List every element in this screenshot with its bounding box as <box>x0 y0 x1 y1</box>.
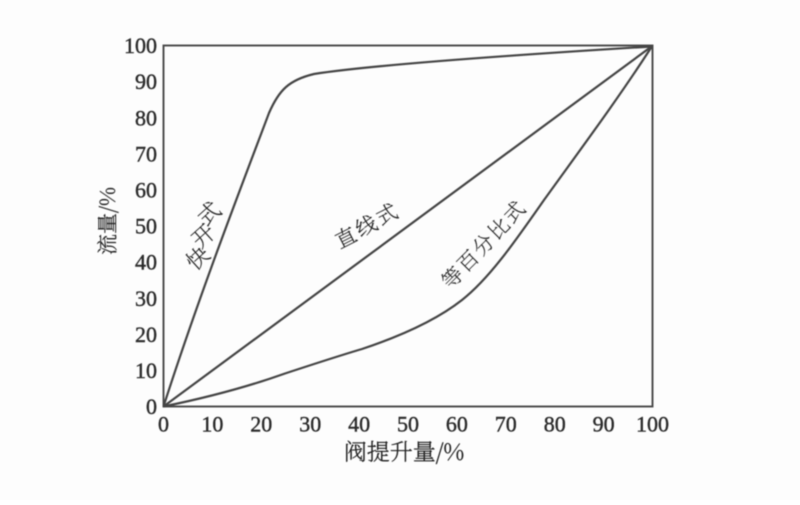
svg-text:20: 20 <box>135 322 157 347</box>
svg-text:70: 70 <box>135 141 157 166</box>
svg-text:60: 60 <box>135 178 157 203</box>
svg-text:80: 80 <box>135 105 157 130</box>
svg-text:0: 0 <box>158 412 169 437</box>
svg-text:80: 80 <box>544 412 566 437</box>
svg-text:100: 100 <box>636 412 669 437</box>
svg-text:50: 50 <box>135 214 157 239</box>
svg-text:30: 30 <box>135 286 157 311</box>
svg-text:40: 40 <box>348 412 370 437</box>
svg-text:30: 30 <box>299 412 321 437</box>
svg-text:10: 10 <box>135 358 157 383</box>
svg-text:70: 70 <box>495 412 517 437</box>
svg-text:60: 60 <box>446 412 468 437</box>
svg-text:20: 20 <box>250 412 272 437</box>
svg-text:0: 0 <box>146 394 157 419</box>
svg-text:100: 100 <box>124 33 157 58</box>
svg-text:50: 50 <box>397 412 419 437</box>
svg-text:10: 10 <box>201 412 223 437</box>
svg-text:40: 40 <box>135 250 157 275</box>
svg-text:90: 90 <box>135 69 157 94</box>
svg-text:90: 90 <box>593 412 615 437</box>
